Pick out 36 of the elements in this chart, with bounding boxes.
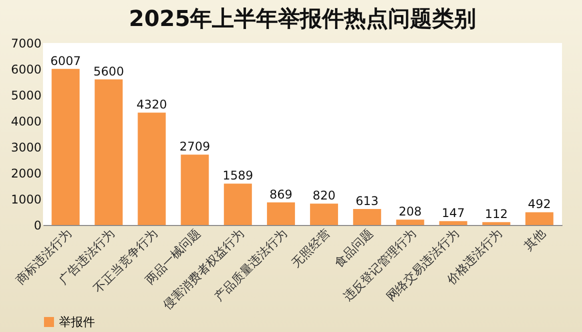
bar: [525, 212, 554, 225]
bar: [266, 202, 295, 225]
data-label: 492: [528, 197, 551, 212]
bar: [353, 209, 382, 225]
data-label: 112: [484, 207, 508, 222]
bar: [439, 221, 468, 225]
bar: [52, 68, 80, 225]
y-tick-label: 3000: [10, 140, 42, 154]
x-tick-label: 无照经营: [288, 226, 333, 270]
x-tick-label: 其他: [521, 226, 548, 253]
y-tick-label: 6000: [10, 62, 42, 76]
bar: [138, 112, 166, 225]
data-label: 613: [356, 194, 379, 208]
y-tick-label: 7000: [10, 36, 42, 50]
data-label: 5600: [93, 64, 124, 78]
bar: [396, 220, 424, 225]
y-tick-label: 5000: [10, 88, 42, 102]
bar: [310, 204, 338, 225]
bar: [94, 79, 123, 225]
data-label: 820: [312, 188, 336, 203]
data-label: 208: [398, 204, 422, 219]
bar: [482, 222, 510, 225]
legend-label: 举报件: [59, 315, 95, 329]
y-tick-label: 1000: [10, 192, 42, 206]
y-tick-label: 4000: [10, 114, 42, 128]
y-tick-label: 0: [34, 218, 42, 232]
bar: [224, 184, 252, 225]
chart-title: 2025年上半年举报件热点问题类别: [128, 6, 476, 32]
data-label: 2709: [180, 140, 210, 154]
y-tick-label: 2000: [10, 166, 42, 180]
data-label: 1589: [222, 168, 254, 183]
data-label: 4320: [136, 98, 168, 112]
bar: [180, 154, 209, 225]
data-label: 6007: [50, 54, 81, 68]
data-label: 869: [270, 187, 292, 202]
data-label: 147: [442, 206, 465, 220]
